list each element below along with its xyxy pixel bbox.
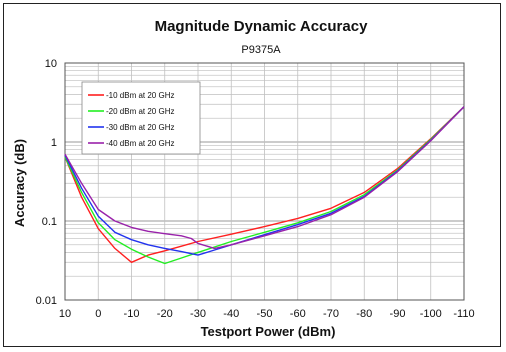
legend-label: -40 dBm at 20 GHz	[106, 139, 174, 148]
legend-label: -10 dBm at 20 GHz	[106, 91, 174, 100]
series-line-4	[64, 106, 465, 250]
chart-frame: Magnitude Dynamic Accuracy P9375A 10 1 0.1…	[3, 3, 501, 347]
x-axis-label: Testport Power (dBm)	[201, 324, 336, 339]
x-tick-label: -20	[157, 308, 173, 320]
chart-title: Magnitude Dynamic Accuracy	[155, 18, 368, 35]
y-tick-label: 1	[51, 137, 57, 149]
x-tick-label: -70	[323, 308, 339, 320]
x-tick-label: 0	[95, 308, 101, 320]
x-tick-label: -110	[453, 308, 474, 320]
x-tick-label: -90	[390, 308, 406, 320]
x-tick-label: -60	[290, 308, 306, 320]
series-lines	[64, 106, 465, 265]
legend-box	[81, 81, 201, 155]
x-tick-label: 10	[59, 308, 71, 320]
x-tick-label: -30	[190, 308, 206, 320]
x-tick-label: -80	[356, 308, 372, 320]
y-axis-label: Accuracy (dB)	[12, 139, 27, 227]
series-line-1	[64, 106, 465, 263]
grid-lines	[64, 62, 465, 301]
x-tick-labels: 10 0 -10 -20 -30 -40 -50 -60 -70 -80 -90 -100 -110	[59, 308, 475, 320]
x-tick-label: -100	[420, 308, 442, 320]
legend-label: -20 dBm at 20 GHz	[106, 107, 174, 116]
x-tick-label: -40	[223, 308, 239, 320]
chart-subtitle: P9375A	[241, 44, 281, 56]
legend: -10 dBm at 20 GHz -20 dBm at 20 GHz -30 dB…	[81, 81, 201, 155]
y-tick-label: 10	[45, 58, 57, 70]
x-tick-label: -10	[124, 308, 140, 320]
x-tick-label: -50	[257, 308, 273, 320]
y-tick-label: 0.01	[36, 295, 57, 307]
chart-canvas: Magnitude Dynamic Accuracy P9375A 10 1 0.1…	[12, 18, 475, 339]
y-tick-label: 0.1	[42, 216, 57, 228]
legend-label: -30 dBm at 20 GHz	[106, 123, 174, 132]
plot-border	[64, 62, 465, 301]
y-tick-labels: 10 1 0.1 0.01	[36, 58, 57, 307]
series-line-2	[64, 106, 465, 265]
